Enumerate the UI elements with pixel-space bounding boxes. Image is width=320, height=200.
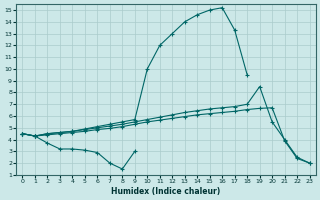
- X-axis label: Humidex (Indice chaleur): Humidex (Indice chaleur): [111, 187, 221, 196]
